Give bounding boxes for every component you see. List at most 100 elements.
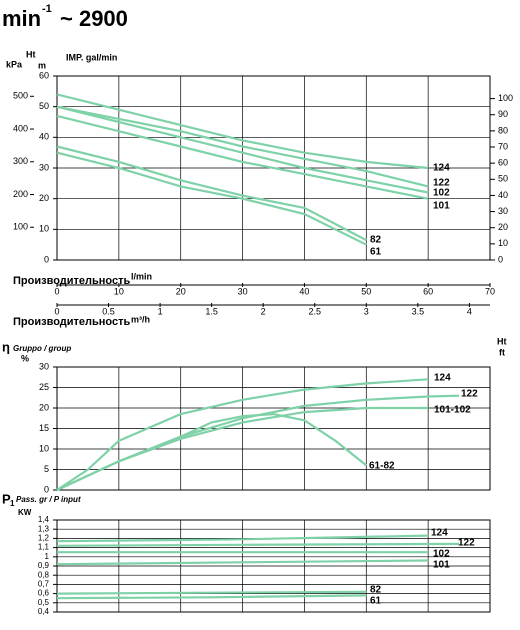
y-tick-label: 30 <box>39 162 49 172</box>
x2-tick-label: 3 <box>364 306 369 316</box>
kpa-tick-label: 300 <box>13 156 28 166</box>
axis-label: Ht <box>26 49 36 59</box>
x2-tick-label: 1 <box>158 306 163 316</box>
x-tick-label: 60 <box>423 286 433 296</box>
kpa-tick-label: 200 <box>13 189 28 199</box>
curve-label: 122 <box>461 389 478 400</box>
curve-label: 102 <box>433 549 450 560</box>
y-tick-label: 0,8 <box>38 570 50 579</box>
y2-tick-label: 60 <box>498 158 508 168</box>
y2-tick-label: 70 <box>498 141 508 151</box>
y-tick-label: 5 <box>44 464 49 474</box>
y-unit: KW <box>18 508 32 517</box>
title: min <box>2 6 41 31</box>
curve <box>56 412 367 491</box>
y-sub: 1 <box>10 499 15 508</box>
curve <box>56 534 429 543</box>
x-label: Производительность <box>13 275 130 287</box>
kpa-tick-label: 100 <box>13 222 28 232</box>
curve-label: 122 <box>458 538 475 549</box>
curve <box>56 105 429 188</box>
x2-tick-label: 0.5 <box>102 306 115 316</box>
y-tick-label: 25 <box>39 382 49 392</box>
curve <box>56 542 460 547</box>
x-tick-label: 0 <box>54 286 59 296</box>
y-sub: Pass. gr / P input <box>16 495 81 504</box>
y-tick-label: 60 <box>39 70 49 80</box>
curve <box>56 559 429 566</box>
y-tick-label: 0,4 <box>38 607 50 616</box>
curve <box>56 151 367 246</box>
y2-tick-label: 50 <box>498 174 508 184</box>
y-tick-label: 10 <box>39 443 49 453</box>
y2-tick-label: 90 <box>498 109 508 119</box>
kpa-tick-label: 400 <box>13 123 28 133</box>
y-tick-label: 1,2 <box>38 534 50 543</box>
x2-tick-label: 0 <box>54 306 59 316</box>
right-label: Ht <box>497 336 507 346</box>
y-tick-label: 1,3 <box>38 524 50 533</box>
plot-frame <box>56 519 491 613</box>
y2-tick-label: 40 <box>498 190 508 200</box>
y-tick-label: 15 <box>39 423 49 433</box>
x2-tick-label: 2.5 <box>308 306 321 316</box>
y2-tick-label: 10 <box>498 238 508 248</box>
plot-frame <box>56 75 491 261</box>
y-tick-label: 20 <box>39 193 49 203</box>
y-tick-label: 0,9 <box>38 561 50 570</box>
x-tick-label: 50 <box>361 286 371 296</box>
x-tick-label: 10 <box>114 286 124 296</box>
curve <box>56 114 429 200</box>
y-tick-label: 0,6 <box>38 589 50 598</box>
x2-tick-label: 4 <box>467 306 472 316</box>
x2-tick-label: 1.5 <box>205 306 218 316</box>
x2-tick-label: 2 <box>261 306 266 316</box>
curve <box>56 378 429 491</box>
note: IMP. gal/min <box>66 52 117 62</box>
x2-unit: m³/h <box>131 314 150 324</box>
curve-label: 124 <box>434 373 451 384</box>
axis-label: kPa <box>6 59 23 69</box>
curve <box>56 590 367 595</box>
curve-label: 101 <box>433 560 450 571</box>
y-sub: Gruppo / group <box>13 344 71 353</box>
y-tick-label: 0,7 <box>38 580 50 589</box>
curve-label: 122 <box>433 178 450 189</box>
x-unit: l/min <box>131 271 152 281</box>
title-rest: ~ 2900 <box>60 6 128 31</box>
curve-label: 124 <box>433 163 450 174</box>
x2-label: Производительность <box>13 316 130 328</box>
x-tick-label: 30 <box>238 286 248 296</box>
y-tick-label: 0 <box>44 254 49 264</box>
y-tick-label: 30 <box>39 361 49 371</box>
axis-label: m <box>38 60 46 70</box>
curve <box>56 93 429 170</box>
y-tick-label: 0 <box>44 484 49 494</box>
curve <box>56 145 367 242</box>
x-tick-label: 70 <box>485 286 495 296</box>
y-tick-label: 40 <box>39 132 49 142</box>
y-label: P <box>2 491 11 506</box>
y2-tick-label: 100 <box>498 93 513 103</box>
curve-label: 101-102 <box>434 405 471 416</box>
x-tick-label: 40 <box>299 286 309 296</box>
curve <box>56 105 429 194</box>
title-sup: -1 <box>42 3 52 15</box>
curve-label: 61-82 <box>369 461 395 472</box>
y-label: η <box>2 339 10 354</box>
curve-label: 101 <box>433 201 450 212</box>
curve-label: 102 <box>433 188 450 199</box>
y-tick-label: 1,1 <box>38 543 50 552</box>
y-unit: % <box>21 353 29 363</box>
x-tick-label: 20 <box>176 286 186 296</box>
curve <box>56 594 367 600</box>
plot-frame <box>56 366 491 491</box>
y2-tick-label: 30 <box>498 206 508 216</box>
y-tick-label: 0,5 <box>38 598 50 607</box>
right-unit: ft <box>499 347 505 357</box>
y2-tick-label: 20 <box>498 222 508 232</box>
x2-tick-label: 3.5 <box>412 306 425 316</box>
curve-label: 82 <box>370 585 382 596</box>
curve-label: 124 <box>431 528 448 539</box>
